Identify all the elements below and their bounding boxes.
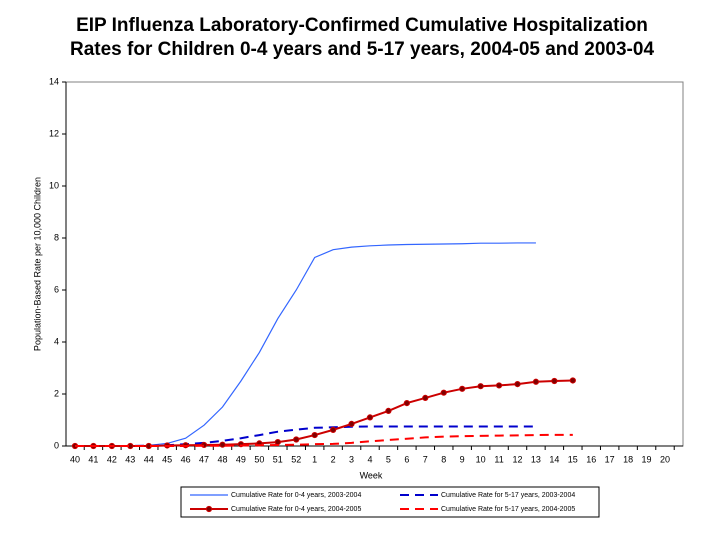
point [422,394,429,401]
x-tick-label: 19 [642,454,652,464]
series-line [75,242,536,447]
point [348,420,355,427]
y-tick-label: 6 [54,284,59,294]
x-tick-label: 8 [441,454,446,464]
legend-marker [205,505,213,513]
y-tick-label: 4 [54,336,59,346]
x-tick-label: 40 [70,454,80,464]
legend [180,486,600,518]
x-tick-label: 4 [367,454,372,464]
point [330,426,337,433]
x-tick-label: 46 [181,454,191,464]
x-tick-label: 42 [107,454,117,464]
x-tick-label: 48 [217,454,227,464]
x-tick-label: 49 [236,454,246,464]
x-tick-label: 20 [660,454,670,464]
x-tick-label: 47 [199,454,209,464]
y-tick-label: 10 [49,180,59,190]
x-tick-label: 15 [568,454,578,464]
x-tick-label: 41 [88,454,98,464]
x-tick-label: 5 [386,454,391,464]
x-tick-label: 52 [291,454,301,464]
point [532,378,540,385]
x-tick-label: 18 [623,454,633,464]
point [274,439,281,446]
point [569,377,576,384]
x-tick-label: 17 [605,454,615,464]
x-tick-label: 7 [423,454,428,464]
point [366,414,374,421]
legend-label: Cumulative Rate for 0-4 years, 2003-2004 [231,492,361,499]
x-tick-label: 51 [273,454,283,464]
x-tick-label: 16 [586,454,596,464]
point [440,389,447,396]
plot-frame [65,81,684,447]
legend-label: Cumulative Rate for 5-17 years, 2003-200… [441,492,575,499]
x-tick-label: 3 [349,454,354,464]
x-tick-label: 12 [512,454,522,464]
x-tick-label: 43 [125,454,135,464]
x-tick-label: 2 [331,454,336,464]
point [385,407,392,414]
x-axis-label: Week [360,470,383,480]
point [551,377,558,385]
x-tick-label: 9 [460,454,465,464]
point [311,431,318,439]
x-tick-label: 10 [476,454,486,464]
x-tick-label: 13 [531,454,541,464]
series-line [75,433,573,447]
point [477,383,484,390]
point [459,385,466,392]
x-tick-label: 11 [494,454,503,464]
y-axis-label: Population-Based Rate per 10,000 Childre… [32,177,42,351]
y-tick-label: 8 [54,232,59,242]
chart-title: Rates for Children 0-4 years and 5-17 ye… [70,39,654,60]
legend-label: Cumulative Rate for 5-17 years, 2004-200… [441,506,575,513]
point [514,381,521,388]
point [219,441,226,448]
x-tick-label: 14 [549,454,559,464]
chart-title: EIP Influenza Laboratory-Confirmed Cumul… [76,15,648,36]
point [293,436,300,443]
y-tick-label: 14 [49,76,59,86]
y-tick-label: 2 [54,388,59,398]
x-tick-label: 6 [404,454,409,464]
x-tick-label: 1 [312,454,317,464]
legend-label: Cumulative Rate for 0-4 years, 2004-2005 [231,506,361,513]
x-tick-label: 50 [254,454,264,464]
x-tick-label: 45 [162,454,172,464]
y-tick-label: 12 [49,128,59,138]
point [403,400,410,407]
y-tick-label: 0 [54,440,59,450]
x-tick-label: 44 [144,454,154,464]
point [495,382,503,389]
